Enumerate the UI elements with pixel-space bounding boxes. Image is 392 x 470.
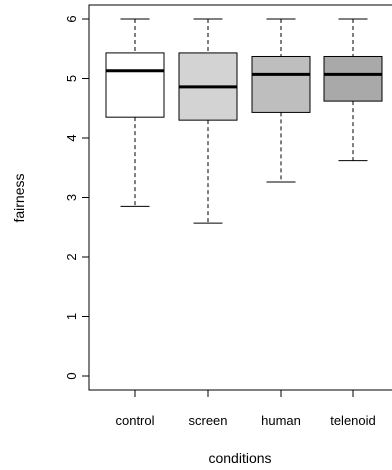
box-human [251,18,311,183]
y-tick-label: 4 [64,134,79,141]
x-axis-title: conditions [208,450,271,466]
box-screen [178,18,238,224]
y-axis: 0 1 2 3 4 5 6 [64,15,89,380]
y-axis-title: fairness [11,173,27,222]
x-tick-label-screen: screen [188,413,227,428]
box-control [105,18,165,207]
x-tick-label-control: control [115,413,154,428]
y-tick-label: 2 [64,253,79,260]
x-tick-label-human: human [261,413,301,428]
boxes [105,18,383,224]
y-tick-label: 6 [64,15,79,22]
y-tick-label: 1 [64,313,79,320]
box-telenoid [323,18,383,162]
y-tick-label: 5 [64,75,79,82]
y-tick-label: 3 [64,194,79,201]
iqr-box [323,55,383,102]
iqr-box [251,55,311,113]
y-tick-label: 0 [64,372,79,379]
iqr-box [105,52,165,118]
x-axis: control screen human telenoid [115,390,376,428]
x-tick-label-telenoid: telenoid [330,413,376,428]
